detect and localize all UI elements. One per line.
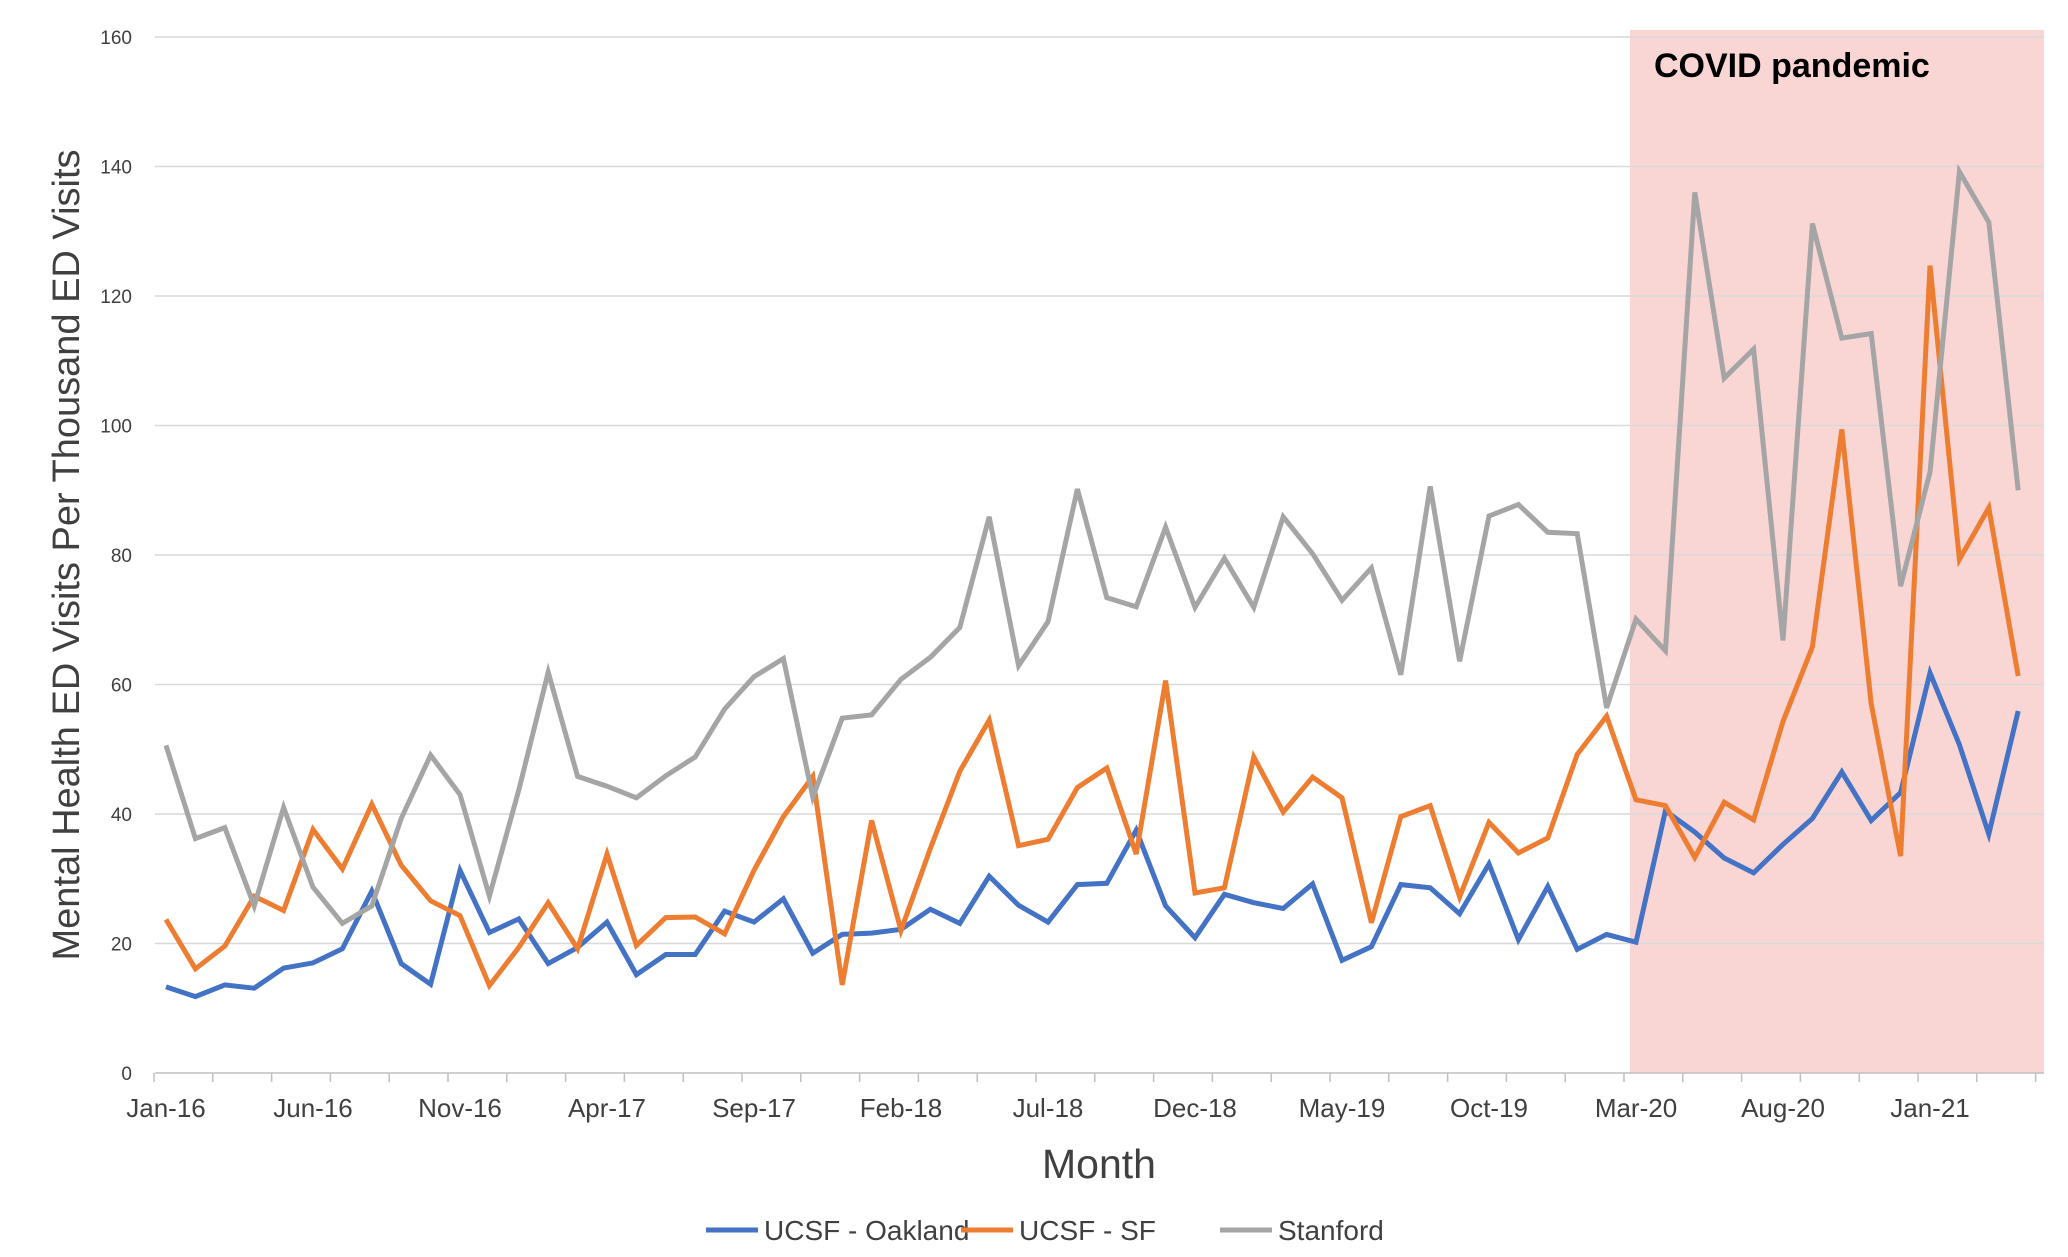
x-tick-label: Jan-21 [1890, 1093, 1970, 1123]
y-axis-title: Mental Health ED Visits Per Thousand ED … [46, 149, 88, 960]
x-tick-label: Aug-20 [1741, 1093, 1825, 1123]
y-tick-label: 40 [111, 805, 132, 826]
y-tick-label: 160 [100, 28, 132, 49]
series-line-ucsf-sf [163, 265, 2021, 991]
x-tick-label: Jan-16 [126, 1093, 206, 1123]
series-lines [163, 163, 2021, 1000]
y-tick-label: 100 [100, 417, 132, 438]
legend-label: Stanford [1278, 1215, 1384, 1246]
y-tick-label: 20 [111, 935, 132, 956]
x-tick-label: Apr-17 [568, 1093, 646, 1123]
y-axis-tick-labels: 0 20 40 60 80 100 120 140 160 [100, 28, 132, 1085]
y-tick-label: 60 [111, 676, 132, 697]
legend-item-ucsf-sf: UCSF - SF [961, 1215, 1156, 1246]
legend: UCSF - Oakland UCSF - SF Stanford [706, 1215, 1384, 1246]
y-tick-label: 120 [100, 287, 132, 308]
legend-label: UCSF - SF [1019, 1215, 1156, 1246]
gridlines [155, 36, 2044, 945]
covid-pandemic-shading [1630, 30, 2044, 1073]
y-tick-label: 80 [111, 546, 132, 567]
covid-pandemic-label: COVID pandemic [1654, 47, 1930, 85]
legend-item-stanford: Stanford [1220, 1215, 1384, 1246]
x-tick-label: Jun-16 [273, 1093, 353, 1123]
series-line-stanford [163, 163, 2021, 927]
x-tick-label: Mar-20 [1595, 1093, 1677, 1123]
x-tick-label: Jul-18 [1013, 1093, 1084, 1123]
y-tick-label: 140 [100, 158, 132, 179]
x-axis-title: Month [1042, 1141, 1156, 1187]
x-tick-label: Feb-18 [860, 1093, 942, 1123]
y-tick-label: 0 [121, 1064, 132, 1085]
legend-label: UCSF - Oakland [764, 1215, 969, 1246]
x-tick-label: Sep-17 [712, 1093, 796, 1123]
series-line-ucsf-oakland [165, 664, 2021, 1000]
x-axis-ticks [153, 1073, 2037, 1082]
x-tick-label: Dec-18 [1153, 1093, 1237, 1123]
x-tick-label: Nov-16 [418, 1093, 502, 1123]
x-axis-tick-labels: Jan-16 Jun-16 Nov-16 Apr-17 Sep-17 Feb-18 Jul-… [126, 1093, 1970, 1123]
x-tick-label: Oct-19 [1450, 1093, 1528, 1123]
x-tick-label: May-19 [1299, 1093, 1386, 1123]
legend-item-ucsf-oakland: UCSF - Oakland [706, 1215, 969, 1246]
